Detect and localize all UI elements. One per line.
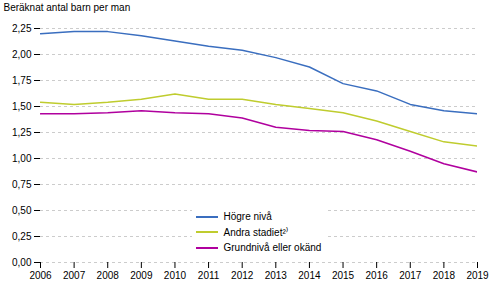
html-text:Högre nivå: Högre nivå: [223, 211, 272, 222]
svg-text:2006: 2006: [29, 270, 52, 281]
svg-text:2,25: 2,25: [12, 23, 32, 34]
svg-text:2015: 2015: [332, 270, 355, 281]
svg-text:1,75: 1,75: [12, 75, 32, 86]
svg-text:2007: 2007: [63, 270, 86, 281]
svg-text:2018: 2018: [433, 270, 456, 281]
svg-text:2009: 2009: [130, 270, 153, 281]
html-text:Grundnivå eller okänd: Grundnivå eller okänd: [223, 242, 322, 253]
svg-text:2016: 2016: [366, 270, 389, 281]
svg-text:2011: 2011: [198, 270, 220, 281]
svg-text:2017: 2017: [399, 270, 422, 281]
svg-text:2013: 2013: [265, 270, 288, 281]
svg-text:1,50: 1,50: [12, 101, 32, 112]
svg-text:0,75: 0,75: [12, 179, 32, 190]
svg-text:0,50: 0,50: [12, 205, 32, 216]
svg-text:2,00: 2,00: [12, 49, 32, 60]
svg-text:2010: 2010: [164, 270, 187, 281]
svg-text:2019: 2019: [466, 270, 489, 281]
svg-text:0,25: 0,25: [12, 231, 32, 242]
html-text:Andra stadiet²⁾: Andra stadiet²⁾: [223, 227, 288, 238]
svg-text:Beräknat antal barn per man: Beräknat antal barn per man: [4, 2, 131, 13]
svg-text:2008: 2008: [97, 270, 120, 281]
svg-text:1,25: 1,25: [12, 127, 32, 138]
svg-text:2014: 2014: [298, 270, 321, 281]
svg-text:1,00: 1,00: [12, 153, 32, 164]
svg-text:2012: 2012: [231, 270, 254, 281]
svg-text:0,00: 0,00: [12, 257, 32, 268]
